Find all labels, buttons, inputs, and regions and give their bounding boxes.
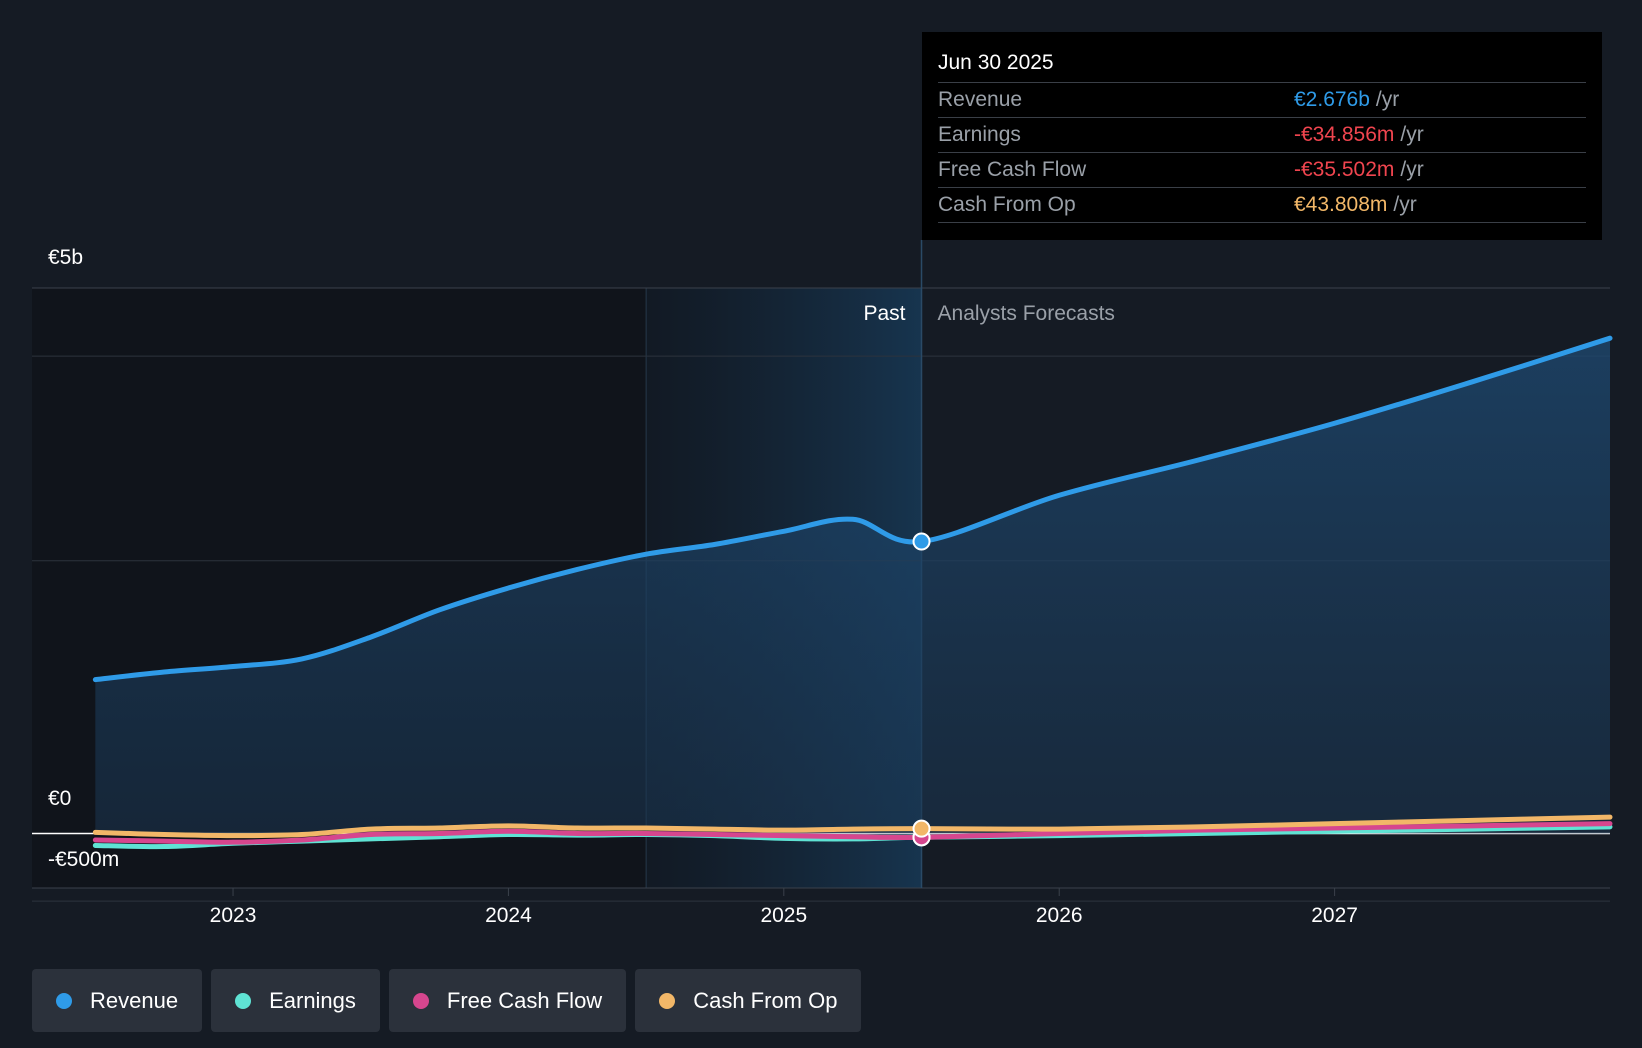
tooltip: Jun 30 2025 Revenue €2.676b /yr Earnings… [922,32,1602,240]
x-tick-label: 2026 [1036,904,1083,927]
series-line-revenue [92,335,1613,683]
forecast-label: Analysts Forecasts [938,302,1115,325]
legend-item-cash-from-op[interactable]: Cash From Op [635,969,862,1032]
tooltip-label: Earnings [938,123,1021,146]
legend: Revenue Earnings Free Cash Flow Cash Fro… [32,969,862,1032]
x-tick-label: 2023 [210,904,257,927]
legend-item-earnings[interactable]: Earnings [211,969,380,1032]
tooltip-row-cash-from-op: Cash From Op €43.808m /yr [938,188,1586,223]
earnings-dot-icon [235,992,252,1009]
free-cash-flow-dot-icon [412,992,429,1009]
tooltip-unit: /yr [1393,193,1417,216]
y-tick-label: -€500m [48,848,119,871]
tooltip-label: Revenue [938,88,1023,111]
tooltip-value: €43.808m [1294,193,1388,216]
marker-revenue [912,532,931,551]
tooltip-date: Jun 30 2025 [938,48,1586,83]
legend-item-revenue[interactable]: Revenue [32,969,203,1032]
y-tick-label: €0 [48,787,71,810]
tooltip-value: -€35.502m [1294,158,1395,181]
legend-label: Free Cash Flow [446,987,603,1013]
marker-cash-from-op [912,819,931,838]
legend-label: Earnings [269,987,356,1013]
x-tick-label: 2027 [1311,904,1358,927]
legend-label: Cash From Op [693,987,838,1013]
tooltip-label: Cash From Op [938,193,1076,216]
tooltip-value: €2.676b [1294,88,1370,111]
revenue-dot-icon [56,992,72,1009]
x-tick-label: 2024 [485,904,532,927]
cash-from-op-dot-icon [659,992,676,1009]
tooltip-label: Free Cash Flow [938,158,1087,181]
tooltip-row-earnings: Earnings -€34.856m /yr [938,118,1586,153]
series-line-cash-from-op [92,814,1613,839]
tooltip-unit: /yr [1400,158,1424,181]
tooltip-value: -€34.856m [1294,123,1395,146]
tooltip-unit: /yr [1375,88,1400,111]
tooltip-unit: /yr [1400,123,1424,146]
legend-label: Revenue [90,987,179,1013]
past-label: Past [863,302,905,325]
y-tick-label: €5b [48,246,83,269]
tooltip-row-revenue: Revenue €2.676b /yr [938,83,1586,118]
revenue-area [95,338,1610,834]
series-line-free-cash-flow [92,821,1613,845]
x-tick-label: 2025 [760,904,807,927]
tooltip-row-free-cash-flow: Free Cash Flow -€35.502m /yr [938,153,1586,188]
legend-item-free-cash-flow[interactable]: Free Cash Flow [388,969,627,1032]
